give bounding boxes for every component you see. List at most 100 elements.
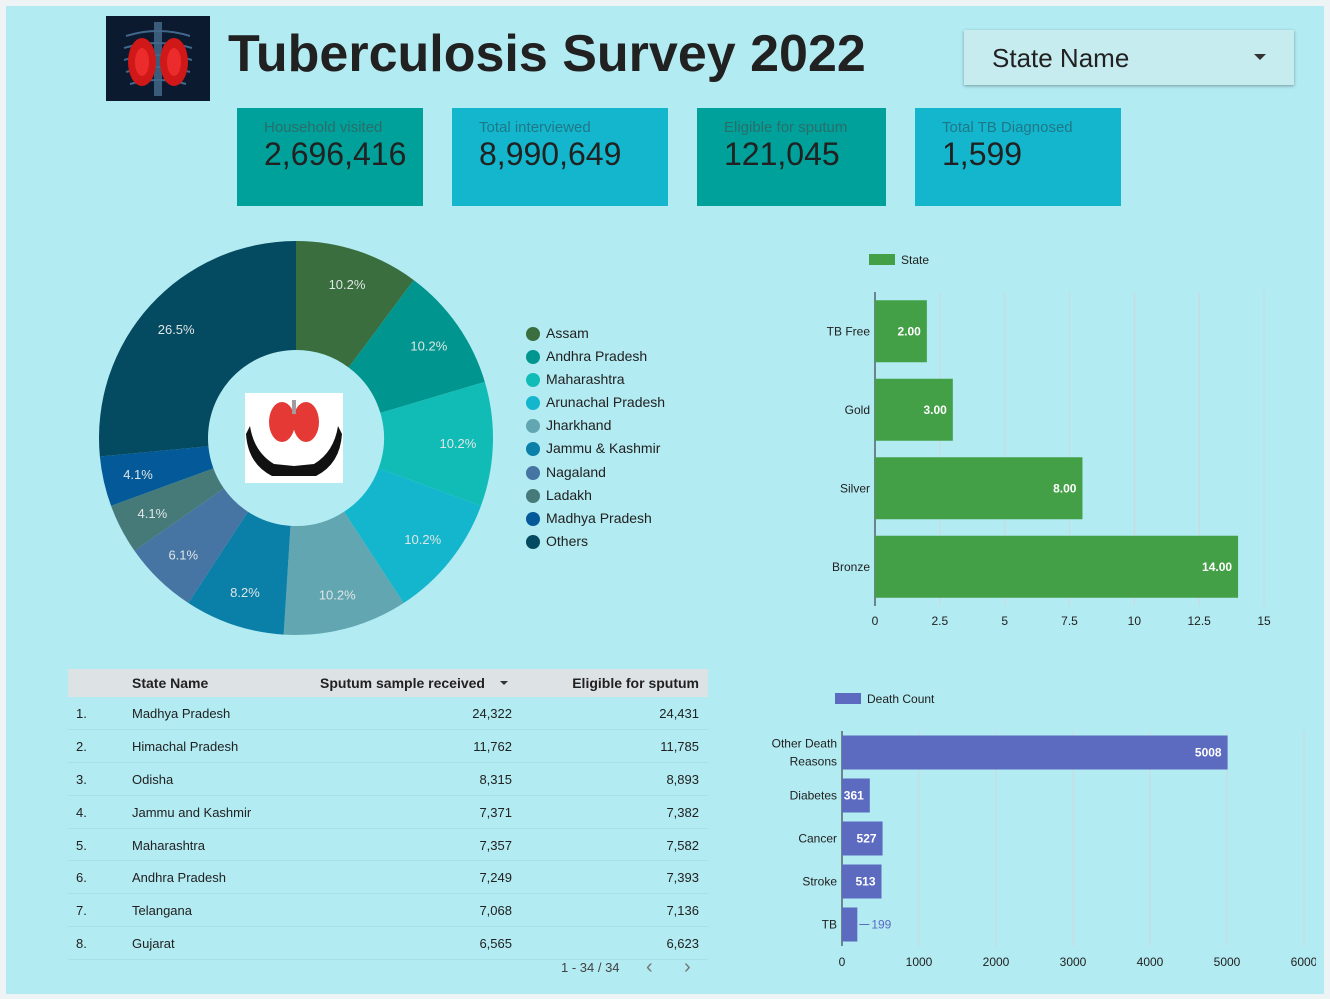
legend-dot	[526, 488, 540, 503]
row-sputum-received: 24,322	[472, 706, 512, 721]
donut-slice-label: 4.1%	[138, 506, 168, 521]
kpi-value: 1,599	[942, 136, 1023, 172]
table-row[interactable]: 3. Odisha 8,315 8,893	[68, 763, 708, 796]
donut-slice[interactable]	[99, 446, 214, 506]
row-state-name: Himachal Pradesh	[132, 738, 239, 754]
row-rank: 6.	[76, 870, 87, 886]
row-sputum-received: 11,762	[473, 738, 512, 754]
sort-desc-icon[interactable]	[500, 681, 508, 685]
row-state-name: Telangana	[132, 903, 192, 919]
table-header: State Name Sputum sample received Eligib…	[68, 669, 708, 697]
state-name-dropdown[interactable]: State Name	[964, 30, 1294, 85]
bar[interactable]	[842, 907, 858, 942]
legend-dot	[526, 534, 540, 549]
x-tick-label: 5000	[1214, 955, 1241, 969]
row-eligible-for-sputum: 6,623	[666, 936, 699, 952]
chevron-right-icon[interactable]: ›	[684, 956, 691, 978]
donut-slice[interactable]	[98, 241, 296, 457]
table-row[interactable]: 8. Gujarat 6,565 6,623	[68, 927, 708, 961]
row-state-name: Maharashtra	[132, 837, 205, 853]
row-eligible-for-sputum: 8,893	[666, 771, 699, 787]
bar[interactable]	[842, 864, 882, 899]
donut-slice-label: 10.2%	[404, 532, 441, 547]
column-header-sputum-received[interactable]: Sputum sample received	[320, 675, 485, 691]
donut-slice[interactable]	[188, 511, 291, 635]
legend-dot	[526, 396, 540, 411]
y-category-label: TB	[822, 918, 837, 932]
page-title: Tuberculosis Survey 2022	[228, 25, 866, 83]
row-rank: 1.	[76, 706, 87, 721]
legend-dot	[526, 442, 540, 457]
bar[interactable]	[842, 778, 870, 813]
kpi-total-tb-diagnosed: Total TB Diagnosed 1,599	[915, 108, 1121, 206]
row-sputum-received: 8,315	[479, 771, 512, 787]
legend-swatch	[869, 254, 895, 265]
row-state-name: Jammu and Kashmir	[132, 804, 252, 820]
x-tick-label: 5	[1001, 614, 1008, 628]
bar-value-label: 513	[855, 875, 875, 889]
table-row[interactable]: 4. Jammu and Kashmir 7,371 7,382	[68, 796, 708, 829]
row-eligible-for-sputum: 24,431	[659, 706, 699, 721]
x-tick-label: 7.5	[1061, 614, 1078, 628]
row-state-name: Madhya Pradesh	[132, 706, 231, 721]
donut-slice-label: 8.2%	[230, 585, 260, 600]
bar[interactable]	[875, 535, 1239, 598]
bar[interactable]	[842, 735, 1228, 770]
bar-value-label: 2.00	[898, 324, 922, 338]
donut-slice[interactable]	[111, 468, 224, 551]
bar-value-label: 3.00	[923, 403, 947, 417]
x-tick-label: 10	[1128, 614, 1142, 628]
bar-value-label: 14.00	[1202, 560, 1232, 574]
row-eligible-for-sputum: 7,582	[666, 837, 699, 853]
table-row[interactable]: 5. Maharashtra 7,357 7,582	[68, 829, 708, 862]
x-tick-label: 6000	[1291, 955, 1316, 969]
table-row[interactable]: 1. Madhya Pradesh 24,322 24,431	[68, 697, 708, 730]
donut-slice[interactable]	[283, 511, 404, 635]
row-sputum-received: 7,371	[479, 804, 512, 820]
legend-dot	[526, 327, 540, 341]
y-category-label: Reasons	[790, 755, 837, 769]
column-header-eligible-for-sputum[interactable]: Eligible for sputum	[572, 675, 699, 691]
donut-slice-label: 10.2%	[319, 588, 356, 603]
row-eligible-for-sputum: 7,393	[666, 870, 699, 886]
y-category-label: Diabetes	[790, 789, 837, 803]
donut-slice[interactable]	[296, 241, 414, 368]
donut-slice-label: 10.2%	[329, 277, 366, 292]
kpi-label: Eligible for sputum	[724, 119, 848, 136]
kpi-value: 2,696,416	[264, 136, 407, 172]
y-category-label: Bronze	[832, 560, 870, 574]
donut-slice[interactable]	[134, 488, 248, 603]
hands-holding-lungs-icon	[245, 393, 343, 483]
row-eligible-for-sputum: 11,785	[660, 738, 699, 754]
x-tick-label: 2.5	[931, 614, 948, 628]
legend-label: Jammu & Kashmir	[546, 440, 661, 457]
row-sputum-received: 7,068	[479, 903, 512, 919]
bar[interactable]	[875, 300, 927, 363]
table-row[interactable]: 2. Himachal Pradesh 11,762 11,785	[68, 730, 708, 763]
bar[interactable]	[875, 378, 953, 441]
donut-slice-label: 4.1%	[123, 467, 153, 482]
table-row[interactable]: 7. Telangana 7,068 7,136	[68, 894, 708, 928]
donut-slice[interactable]	[348, 280, 485, 413]
lungs-xray-icon	[106, 16, 210, 101]
kpi-total-interviewed: Total interviewed 8,990,649	[452, 108, 668, 206]
caret-down-icon[interactable]	[1254, 54, 1266, 60]
state-share-donut-chart: 10.2% 10.2% 10.2% 10.2% 10.2% 8.2% 6.1% 4.1% 4.1…	[98, 241, 494, 635]
legend-dot	[526, 465, 540, 480]
x-tick-label: 1000	[906, 955, 933, 969]
legend-label: Death Count	[867, 692, 935, 706]
kpi-label: Total interviewed	[479, 119, 591, 136]
donut-slice[interactable]	[378, 381, 494, 506]
donut-slice[interactable]	[344, 468, 481, 603]
row-sputum-received: 7,357	[479, 837, 512, 853]
x-tick-label: 15	[1257, 614, 1271, 628]
table-row[interactable]: 6. Andhra Pradesh 7,249 7,393	[68, 861, 708, 895]
bar[interactable]	[842, 821, 883, 856]
chevron-left-icon[interactable]: ‹	[646, 956, 653, 978]
legend-label: Nagaland	[546, 463, 606, 480]
row-rank: 2.	[76, 738, 87, 754]
death-count-bar-chart: Death Count 5008 361 527 513 199 0 1000 2000 30…	[772, 692, 1316, 969]
bar[interactable]	[875, 457, 1083, 520]
bar-value-label: 199	[871, 918, 891, 932]
column-header-state-name[interactable]: State Name	[132, 675, 209, 691]
